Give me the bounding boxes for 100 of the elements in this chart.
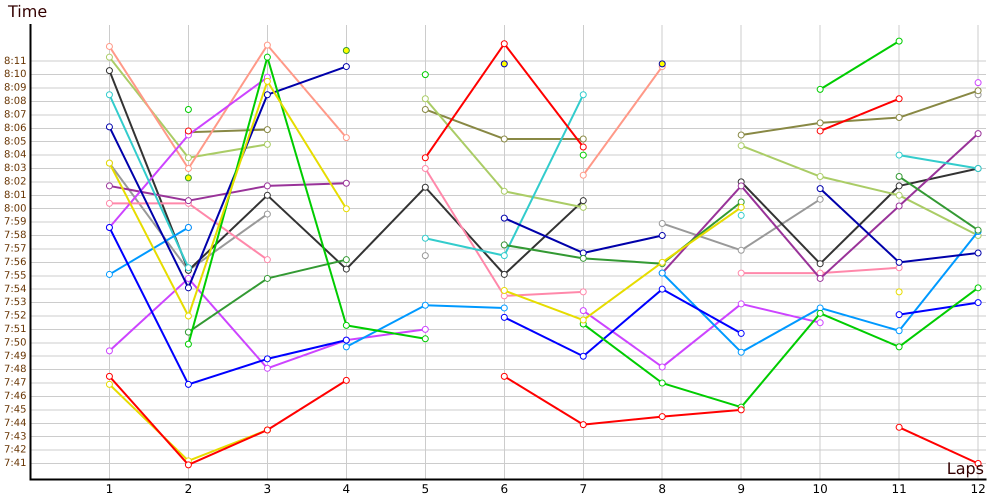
point (264, 54, 271, 61)
x-tick-label: 11 (891, 482, 907, 496)
point (500, 188, 508, 195)
point (738, 246, 745, 254)
point (658, 232, 666, 240)
point (658, 220, 666, 227)
point (342, 266, 350, 273)
y-tick-label: 8:01 (4, 190, 26, 201)
point (738, 300, 745, 308)
y-tick-label: 7:54 (4, 284, 26, 295)
point (896, 182, 903, 190)
x-tick-label: 6 (500, 482, 508, 496)
point (184, 197, 192, 204)
y-tick-label: 7:58 (4, 230, 26, 242)
point (500, 252, 508, 260)
y-tick-label: 7:59 (4, 216, 26, 228)
y-tick-label: 7:53 (4, 297, 26, 308)
point (264, 210, 271, 218)
x-tick-label: 2 (184, 482, 192, 496)
point (974, 249, 982, 256)
x-tick-label: 12 (970, 482, 986, 496)
y-tick-label: 7:46 (4, 391, 26, 402)
point (580, 288, 587, 296)
point (264, 364, 271, 372)
point (184, 174, 192, 182)
point (264, 256, 271, 264)
point (342, 63, 350, 70)
point (184, 164, 192, 172)
point (896, 152, 903, 159)
x-tick-label: 1 (106, 482, 114, 496)
point (816, 119, 824, 126)
point (896, 202, 903, 210)
y-tick-label: 8:08 (4, 96, 26, 108)
point (106, 182, 113, 190)
y-axis-title: Time (7, 2, 48, 22)
point (816, 310, 824, 317)
y-tick-label: 7:57 (4, 244, 26, 255)
point (264, 140, 271, 148)
y-tick-label: 8:04 (4, 150, 26, 161)
point (342, 376, 350, 384)
point (342, 343, 350, 350)
point (342, 134, 350, 142)
y-tick-label: 7:41 (4, 458, 26, 470)
point (422, 252, 429, 260)
point (658, 380, 666, 387)
y-tick-label: 8:07 (4, 109, 26, 120)
point (816, 196, 824, 203)
point (106, 372, 113, 380)
point (580, 152, 587, 159)
point (500, 304, 508, 312)
point (974, 299, 982, 306)
point (738, 142, 745, 150)
point (342, 205, 350, 212)
point (816, 173, 824, 180)
point (658, 363, 666, 370)
point (896, 38, 903, 45)
point (342, 322, 350, 329)
point (974, 130, 982, 138)
point (264, 355, 271, 362)
y-tick-label: 7:44 (4, 418, 26, 429)
point (896, 343, 903, 350)
point (422, 95, 429, 102)
point (658, 60, 666, 68)
point (896, 192, 903, 199)
point (184, 274, 192, 282)
point (816, 260, 824, 268)
point (500, 372, 508, 380)
point (816, 185, 824, 192)
point (184, 284, 192, 292)
point (422, 234, 429, 242)
point (422, 184, 429, 191)
point (658, 286, 666, 293)
y-tick-label: 8:00 (4, 203, 26, 214)
point (106, 42, 113, 50)
point (184, 461, 192, 468)
point (738, 204, 745, 211)
point (342, 256, 350, 264)
point (896, 173, 903, 180)
point (816, 319, 824, 326)
point (974, 87, 982, 94)
point (422, 302, 429, 309)
y-tick-label: 7:56 (4, 256, 26, 268)
point (580, 135, 587, 142)
point (896, 114, 903, 122)
point (816, 274, 824, 282)
y-tick-label: 8:02 (4, 176, 26, 188)
point (500, 214, 508, 222)
point (500, 135, 508, 142)
point (422, 335, 429, 342)
y-tick-label: 7:52 (4, 310, 26, 322)
point (738, 348, 745, 356)
point (264, 42, 271, 49)
y-tick-label: 7:45 (4, 404, 26, 416)
point (184, 106, 192, 113)
point (738, 406, 745, 414)
point (974, 284, 982, 292)
point (500, 40, 508, 48)
point (580, 172, 587, 179)
point (106, 67, 113, 74)
point (106, 123, 113, 130)
